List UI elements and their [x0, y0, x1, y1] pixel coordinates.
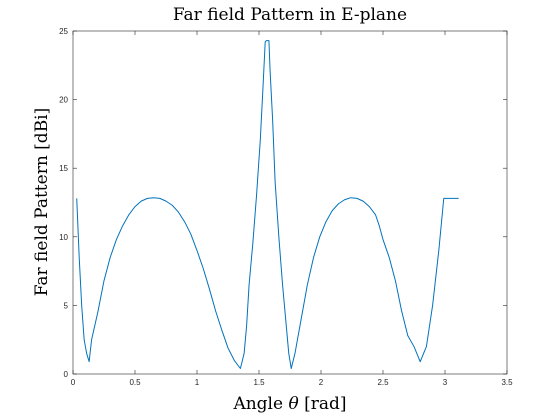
x-tick-label: 2: [319, 378, 324, 387]
x-axis-label-suffix: [rad]: [299, 394, 347, 414]
x-axis-label-prefix: Angle: [232, 394, 288, 414]
x-tick-label: 2.5: [377, 378, 389, 387]
series-line: [76, 40, 459, 370]
plot-area: [72, 30, 508, 375]
y-tick-label: 25: [59, 27, 68, 36]
y-tick-label: 5: [64, 301, 69, 310]
x-axis-label-symbol: θ: [288, 394, 298, 414]
y-axis-label: Far field Pattern [dBi]: [32, 108, 52, 297]
y-tick-label: 10: [59, 233, 68, 242]
x-axis-label: Angle θ [rad]: [232, 394, 346, 414]
x-tick-labels: 0 0.5 1 1.5 2 2.5 3 3.5: [71, 378, 513, 387]
y-tick-label: 20: [59, 96, 68, 105]
x-tick-label: 0: [71, 378, 76, 387]
x-tick-label: 3: [443, 378, 448, 387]
x-tick-label: 1.5: [253, 378, 265, 387]
y-tick-label: 15: [59, 164, 68, 173]
y-tick-labels: 0 5 10 15 20 25: [59, 27, 68, 379]
x-tick-label: 0.5: [129, 378, 141, 387]
y-tick-label: 0: [64, 370, 69, 379]
x-tick-label: 3.5: [501, 378, 513, 387]
chart-title: Far field Pattern in E-plane: [173, 5, 407, 25]
x-tick-label: 1: [195, 378, 200, 387]
ticks-group: [72, 30, 508, 375]
